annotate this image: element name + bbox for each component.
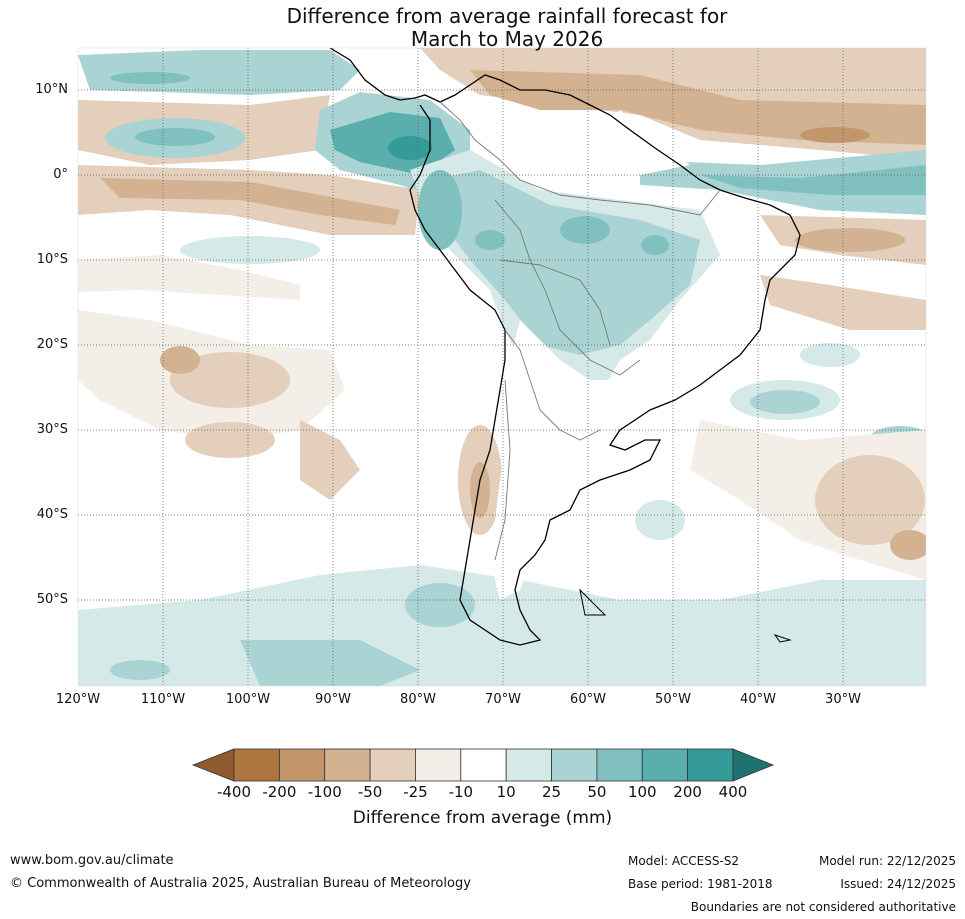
lat-label: 50°S <box>36 592 68 607</box>
colorbar-tick-label: -200 <box>262 783 297 801</box>
colorbar-tick-label: 200 <box>673 783 702 801</box>
anomaly-shading <box>78 48 926 686</box>
lon-label: 120°W <box>55 692 101 707</box>
lon-label: 100°W <box>225 692 271 707</box>
lat-label: 40°S <box>36 507 68 522</box>
coastlines <box>329 48 801 646</box>
lon-label: 70°W <box>485 692 521 707</box>
lat-label: 10°N <box>35 82 68 97</box>
footer-base-period: Base period: 1981-2018 <box>628 877 773 891</box>
lon-label: 40°W <box>740 692 776 707</box>
colorbar-tick-label: 50 <box>587 783 607 801</box>
title-line-1: Difference from average rainfall forecas… <box>286 4 728 28</box>
lat-label: 10°S <box>36 252 68 267</box>
lon-label: 60°W <box>570 692 606 707</box>
lat-label: 30°S <box>36 422 68 437</box>
lat-label: 0° <box>53 167 68 182</box>
colorbar-tick-label: 25 <box>541 783 562 801</box>
lat-label: 20°S <box>36 337 68 352</box>
lon-label: 80°W <box>400 692 436 707</box>
footer-url[interactable]: www.bom.gov.au/climate <box>10 853 174 868</box>
colorbar-tick-label: -400 <box>216 783 252 801</box>
footer-model: Model: ACCESS-S2 <box>628 854 740 868</box>
lon-label: 110°W <box>140 692 186 707</box>
colorbar-title: Difference from average (mm) <box>352 808 613 828</box>
map-title: Difference from average rainfall forecas… <box>0 5 965 51</box>
lon-label: 50°W <box>655 692 691 707</box>
title-line-2: March to May 2026 <box>410 27 604 51</box>
colorbar-tick-label: 100 <box>627 783 657 801</box>
footer-copyright: © Commonwealth of Australia 2025, Austra… <box>10 876 471 891</box>
graticule <box>78 48 926 686</box>
footer-model-run: Model run: 22/12/2025 <box>818 854 956 868</box>
footer-issued: Issued: 24/12/2025 <box>840 877 956 891</box>
colorbar-tick-label: -100 <box>307 783 342 801</box>
colorbar-tick-label: -25 <box>403 783 428 801</box>
colorbar-tick-label: -10 <box>448 783 474 801</box>
footer-disclaimer: Boundaries are not considered authoritat… <box>690 900 956 914</box>
colorbar-tick-label: 400 <box>718 783 748 801</box>
lon-label: 30°W <box>825 692 861 707</box>
colorbar-tick-label: 10 <box>496 783 516 801</box>
lon-label: 90°W <box>315 692 351 707</box>
colorbar-tick-label: -50 <box>357 783 383 801</box>
